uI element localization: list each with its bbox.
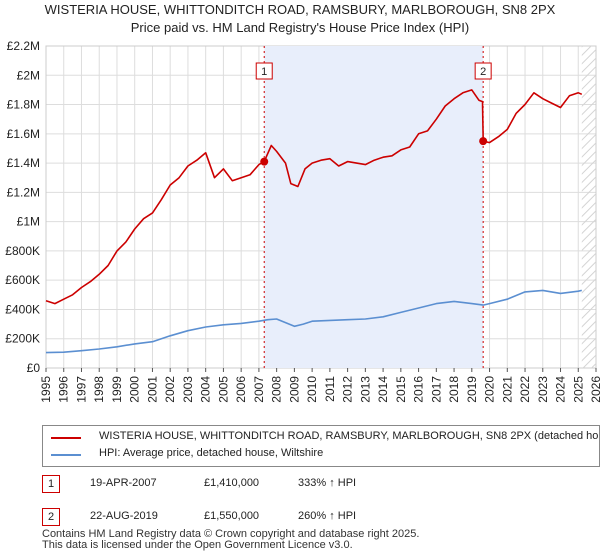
- x-axis: 1995 1996 1997 1998 1999 2000 2001 2002 2003 2004…: [39, 368, 600, 403]
- sale-label-box: [255, 62, 273, 80]
- x-tick-label: 2001: [145, 376, 159, 403]
- sale-label: 2: [480, 66, 486, 78]
- x-tick-label: 1998: [92, 376, 106, 403]
- y-tick-label: £400K: [5, 302, 40, 316]
- sale-label: 1: [261, 66, 267, 78]
- property-price-line: [45, 89, 583, 305]
- y-tick-label: £600K: [5, 273, 40, 287]
- x-tick-label: 2022: [518, 376, 532, 403]
- chart-series: [45, 89, 583, 354]
- y-tick-label: £200K: [5, 332, 40, 346]
- x-tick-label: 2006: [234, 376, 248, 403]
- sale-date: 22-AUG-2019: [90, 510, 158, 522]
- x-tick-label: 2018: [447, 376, 461, 403]
- y-tick-label: £1.6M: [7, 127, 40, 141]
- legend-property: WISTERIA HOUSE, WHITTONDITCH ROAD, RAMSB…: [43, 430, 599, 446]
- x-tick-label: 2003: [181, 376, 195, 403]
- sale-price: £1,550,000: [204, 510, 260, 522]
- y-tick-label: £1.4M: [7, 156, 40, 170]
- x-tick-label: 2005: [216, 376, 230, 403]
- sale-row: 1 19-APR-2007 £1,410,000 333% ↑ HPI: [42, 474, 598, 496]
- x-tick-label: 2014: [376, 376, 390, 403]
- sale-point: [260, 157, 269, 166]
- chart-legend: WISTERIA HOUSE, WHITTONDITCH ROAD, RAMSB…: [42, 425, 600, 467]
- future-hatch: [581, 46, 596, 368]
- sale-badge: 1: [42, 475, 60, 493]
- x-tick-label: 2010: [305, 376, 319, 403]
- x-tick-label: 2024: [554, 376, 568, 403]
- footer: Contains HM Land Registry data © Crown c…: [42, 529, 419, 551]
- sale-row: 2 22-AUG-2019 £1,550,000 260% ↑ HPI: [42, 507, 598, 529]
- legend-property-label: WISTERIA HOUSE, WHITTONDITCH ROAD, RAMSB…: [99, 430, 600, 442]
- chart-subtitle: Price paid vs. HM Land Registry's House …: [130, 20, 470, 35]
- sale-badge: 2: [42, 508, 60, 526]
- legend-hpi-label: HPI: Average price, detached house, Wilt…: [99, 447, 324, 459]
- legend-property-line: [51, 437, 81, 439]
- x-tick-label: 1995: [39, 376, 53, 403]
- x-tick-label: 2019: [465, 376, 479, 403]
- x-tick-label: 2004: [199, 376, 213, 403]
- sale-hpi: 333% ↑ HPI: [298, 477, 357, 489]
- y-tick-label: £800K: [5, 244, 40, 258]
- x-tick-label: 2015: [394, 376, 408, 403]
- sale-date: 19-APR-2007: [90, 477, 157, 489]
- sale-point: [479, 137, 488, 146]
- x-tick-label: 1999: [110, 376, 124, 403]
- footer-line-2: This data is licensed under the Open Gov…: [42, 539, 353, 551]
- y-tick-label: £2.2M: [7, 39, 40, 53]
- x-tick-label: 2017: [429, 376, 443, 403]
- y-tick-label: £2M: [17, 68, 40, 82]
- x-tick-label: 2016: [412, 376, 426, 403]
- legend-hpi: HPI: Average price, detached house, Wilt…: [43, 447, 599, 463]
- x-tick-label: 2009: [287, 376, 301, 403]
- x-tick-label: 2020: [483, 376, 497, 403]
- x-tick-label: 2025: [571, 376, 585, 403]
- hpi-line: [45, 289, 582, 354]
- footer-line-1: Contains HM Land Registry data © Crown c…: [42, 528, 420, 540]
- x-tick-label: 2013: [358, 376, 372, 403]
- x-tick-label: 2008: [270, 376, 284, 403]
- y-tick-label: £1.8M: [7, 98, 40, 112]
- y-axis: £0 £200K £400K £600K £800K £1M £1.2M £1.4M £1.6M…: [5, 39, 40, 375]
- shaded-period: [264, 46, 484, 368]
- legend-hpi-line: [51, 454, 81, 456]
- sale-hpi: 260% ↑ HPI: [298, 510, 357, 522]
- x-tick-label: 1997: [74, 376, 88, 403]
- x-tick-label: 2026: [589, 376, 600, 403]
- ownership-period: [264, 46, 484, 368]
- chart-title: WISTERIA HOUSE, WHITTONDITCH ROAD, RAMSB…: [44, 2, 556, 17]
- future-period: [581, 46, 596, 368]
- y-tick-label: £0: [27, 361, 41, 375]
- x-tick-label: 1996: [57, 376, 71, 403]
- y-tick-label: £1M: [17, 215, 40, 229]
- x-tick-label: 2007: [252, 376, 266, 403]
- sale-price: £1,410,000: [204, 477, 260, 489]
- x-tick-label: 2011: [323, 376, 337, 402]
- x-tick-label: 2021: [500, 376, 514, 403]
- x-tick-label: 2002: [163, 376, 177, 403]
- x-tick-label: 2023: [536, 376, 550, 403]
- sale-label-box: [474, 62, 492, 80]
- x-tick-label: 2012: [341, 376, 355, 403]
- x-tick-label: 2000: [128, 376, 142, 403]
- y-tick-label: £1.2M: [7, 185, 40, 199]
